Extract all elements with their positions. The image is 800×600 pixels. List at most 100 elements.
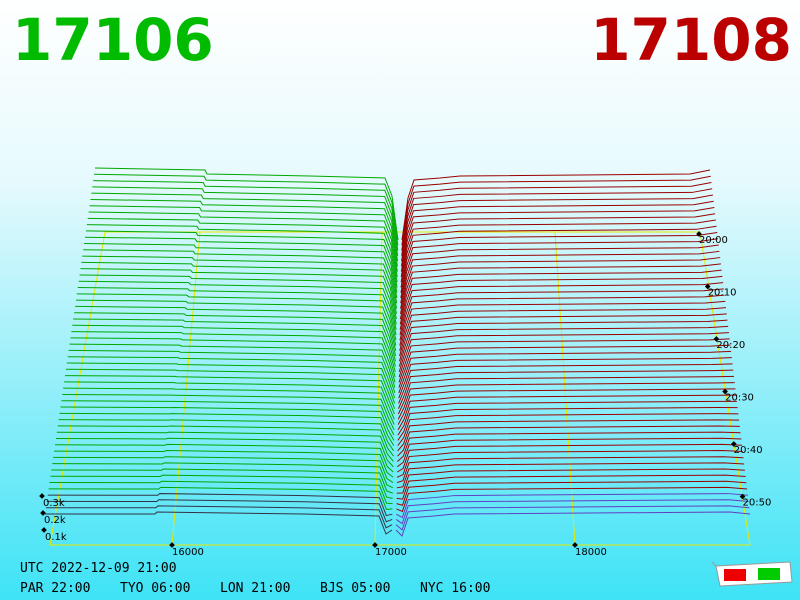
depth-tick bbox=[41, 527, 47, 533]
bid-depth-line bbox=[57, 425, 394, 457]
utc-time: UTC 2022-12-09 21:00 bbox=[20, 561, 177, 576]
ask-depth-line bbox=[400, 207, 715, 272]
time-label: 20:20 bbox=[716, 340, 745, 351]
time-label: 20:10 bbox=[708, 288, 737, 299]
time-label: 20:50 bbox=[743, 498, 772, 509]
price-label: 18000 bbox=[575, 547, 607, 558]
price-label: 16000 bbox=[172, 547, 204, 558]
zone-time: BJS 05:00 bbox=[320, 581, 390, 596]
ask-depth-line bbox=[399, 257, 721, 314]
3d-glasses-icon bbox=[711, 561, 793, 587]
bid-depth-line bbox=[58, 419, 395, 452]
bid-depth-line bbox=[89, 205, 398, 272]
ask-depth-line bbox=[399, 313, 727, 362]
bid-depth-line bbox=[71, 331, 396, 378]
ask-depth-line bbox=[396, 486, 748, 513]
ask-depth-line bbox=[398, 319, 728, 367]
bid-depth-line bbox=[85, 230, 398, 293]
time-tick bbox=[704, 283, 711, 290]
bid-depth-line bbox=[91, 192, 399, 262]
bid-depth-line bbox=[72, 324, 396, 372]
price-tick bbox=[572, 542, 578, 548]
time-tick bbox=[730, 441, 737, 447]
bid-depth-line bbox=[73, 318, 396, 367]
price-tick bbox=[169, 542, 175, 548]
bid-depth-line bbox=[76, 293, 397, 346]
bid-depth-line bbox=[54, 443, 394, 473]
bid-depth-line bbox=[90, 198, 398, 267]
ask-depth-line bbox=[400, 250, 720, 309]
bid-depth-line bbox=[65, 368, 395, 409]
ask-depth-line bbox=[398, 325, 729, 372]
time-tick bbox=[739, 493, 746, 500]
time-tick bbox=[722, 388, 728, 395]
zone-time: LON 21:00 bbox=[220, 581, 290, 596]
ask-depth-line bbox=[396, 480, 747, 506]
time-tick bbox=[713, 336, 720, 342]
bid-depth-line bbox=[62, 393, 395, 431]
bid-depth-line bbox=[51, 468, 393, 494]
bid-depth-line bbox=[56, 431, 394, 462]
ask-depth-line bbox=[397, 407, 738, 441]
ask-depth-line bbox=[399, 282, 724, 336]
ask-depth-line bbox=[401, 169, 711, 241]
ask-depth-line bbox=[399, 307, 727, 357]
ask-depth-line bbox=[401, 175, 711, 246]
depth-label: 0.1k bbox=[45, 532, 67, 543]
depth-label: 0.3k bbox=[43, 498, 65, 509]
price-tick bbox=[372, 542, 378, 548]
ask-depth-line bbox=[398, 332, 729, 378]
ask-depth-line bbox=[399, 275, 723, 330]
axis-labels: 16000 17000 18000 20:00 20:10 20:20 20:30 20:40… bbox=[39, 231, 771, 558]
ask-depth-line bbox=[400, 238, 719, 299]
bid-depth-line bbox=[78, 280, 397, 336]
bid-depth-line bbox=[54, 450, 394, 478]
ask-depth-line bbox=[398, 350, 732, 394]
depth-lines bbox=[45, 167, 751, 537]
ask-depth-line bbox=[398, 338, 730, 383]
ask-depth-line bbox=[397, 413, 739, 446]
bid-depth-line bbox=[61, 400, 395, 436]
ask-depth-line bbox=[398, 363, 733, 404]
zone-time: NYC 16:00 bbox=[420, 581, 490, 596]
bid-depth-line bbox=[64, 381, 395, 420]
bid-depth-line bbox=[49, 480, 393, 505]
ask-depth-line bbox=[396, 468, 745, 494]
bid-depth-line bbox=[88, 211, 398, 277]
bid-depth-line bbox=[86, 224, 398, 288]
ask-depth-line bbox=[401, 182, 712, 251]
ask-depth-line bbox=[400, 244, 719, 304]
time-label: 20:00 bbox=[699, 235, 728, 246]
ask-depth-line bbox=[397, 382, 735, 420]
bid-depth-line bbox=[50, 474, 393, 499]
ask-depth-line bbox=[395, 499, 749, 525]
bid-depth-line bbox=[84, 236, 398, 299]
ask-depth-line bbox=[397, 375, 735, 415]
bid-depth-line bbox=[69, 343, 396, 388]
bid-price: 17106 bbox=[12, 6, 214, 74]
bid-depth-line bbox=[84, 242, 398, 304]
bid-depth-line bbox=[94, 173, 399, 246]
ask-depth-line bbox=[395, 511, 751, 537]
ask-depth-line bbox=[396, 443, 743, 473]
ask-depth-line bbox=[399, 294, 725, 346]
bid-depth-line bbox=[66, 362, 396, 404]
depth-label: 0.2k bbox=[44, 515, 66, 526]
bid-depth-line bbox=[87, 217, 398, 283]
bid-depth-line bbox=[83, 249, 398, 309]
bid-depth-line bbox=[63, 387, 395, 425]
ask-depth-line bbox=[398, 357, 732, 399]
ask-depth-line bbox=[401, 188, 713, 256]
ask-depth-line bbox=[397, 419, 740, 452]
ask-depth-line bbox=[396, 450, 743, 478]
ask-depth-line bbox=[397, 394, 737, 431]
bid-depth-line bbox=[45, 511, 393, 535]
ask-depth-line bbox=[395, 505, 750, 531]
bid-depth-line bbox=[45, 505, 393, 529]
time-zones: PAR 22:00 TYO 06:00 LON 21:00 BJS 05:00 NYC … bbox=[20, 581, 490, 596]
bid-depth-line bbox=[47, 493, 393, 517]
bid-depth-line bbox=[81, 261, 397, 320]
ask-depth-line bbox=[400, 232, 718, 293]
